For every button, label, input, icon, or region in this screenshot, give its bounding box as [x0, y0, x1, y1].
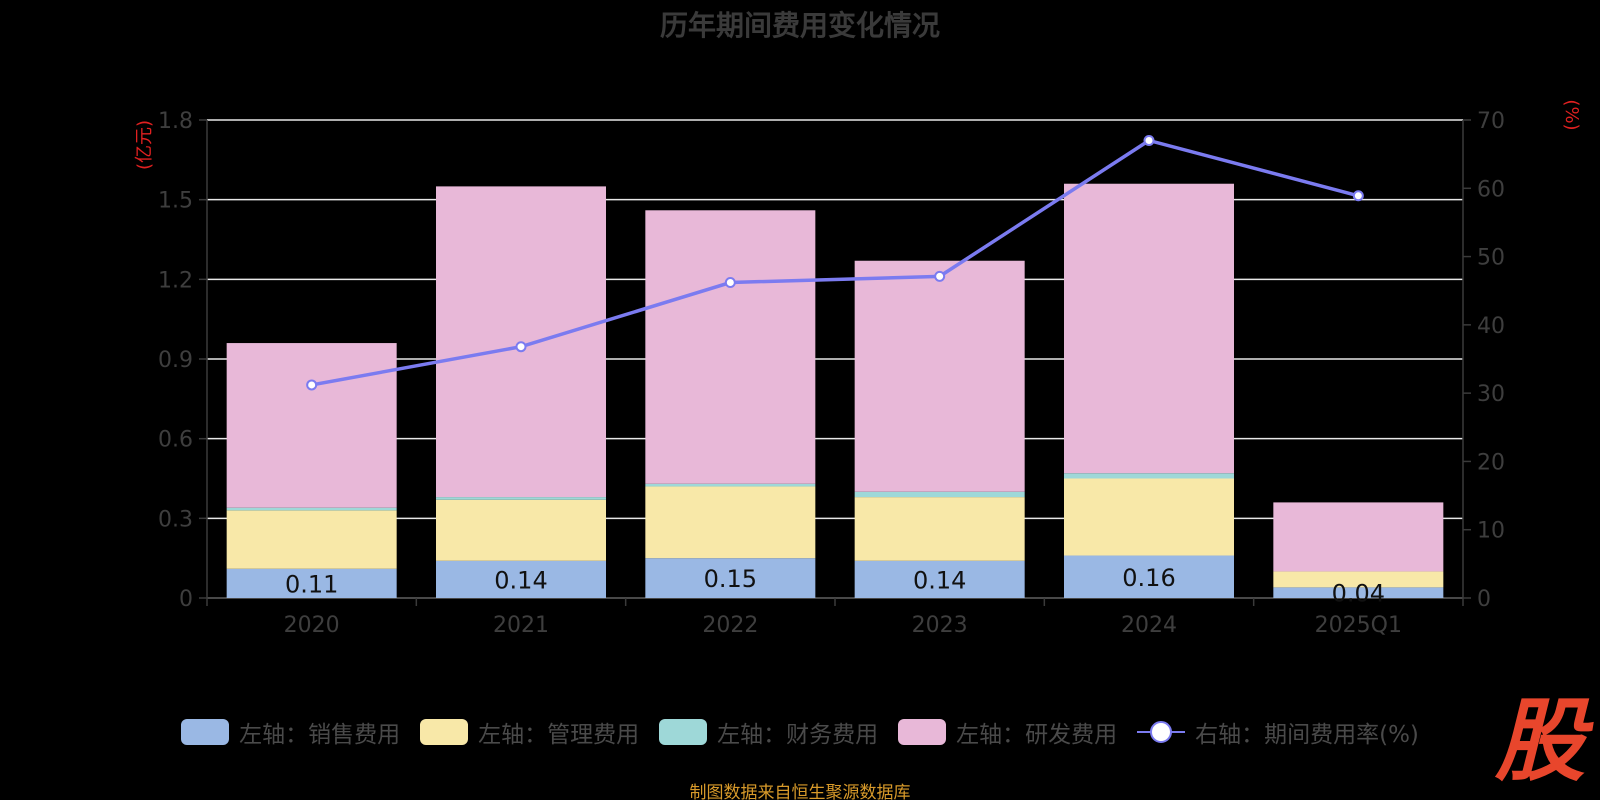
bar-segment	[1064, 473, 1234, 479]
bar-data-label: 0.14	[494, 566, 547, 594]
bar-data-label: 0.16	[1122, 564, 1175, 592]
bar-segment	[645, 210, 816, 484]
right-axis-tick-label: 0	[1477, 587, 1491, 612]
bar-segment	[1273, 587, 1444, 598]
x-axis-tick-label: 2021	[493, 613, 549, 638]
legend-label: 左轴：研发费用	[956, 722, 1118, 748]
legend-swatch	[659, 719, 708, 745]
right-axis-tick-label: 20	[1477, 450, 1505, 475]
line-point	[934, 270, 946, 282]
right-axis-tick-label: 60	[1477, 177, 1505, 202]
bar-segment	[1064, 555, 1234, 598]
right-axis-unit-label: (%)	[1561, 99, 1582, 130]
legend-label: 左轴：管理费用	[478, 722, 640, 748]
left-axis-tick-label: 0.9	[158, 348, 193, 373]
bar-segment	[645, 486, 816, 559]
bar-data-label: 0.14	[913, 566, 966, 594]
x-axis-tick-label: 2022	[702, 613, 758, 638]
left-axis-tick-label: 1.8	[158, 109, 193, 134]
bar-data-label: 0.11	[285, 570, 338, 598]
right-axis-tick-label: 40	[1477, 314, 1505, 339]
bar-data-label: 0.15	[704, 565, 757, 593]
line-point	[515, 341, 527, 353]
bar-segment	[436, 497, 606, 500]
x-axis-tick-label: 2020	[284, 613, 340, 638]
bar-segment	[1273, 571, 1444, 588]
line-point	[306, 379, 318, 391]
bar-segment	[226, 510, 397, 569]
bar-segment	[854, 497, 1025, 561]
bar-segment	[226, 568, 397, 598]
legend-label: 左轴：销售费用	[239, 722, 401, 748]
bar-segment	[645, 483, 816, 487]
legend-swatch	[420, 719, 469, 745]
bar-data-label: 0.04	[1332, 580, 1385, 608]
line-point	[724, 277, 736, 289]
right-axis-tick-label: 30	[1477, 382, 1505, 407]
bar-segment	[854, 491, 1025, 498]
x-axis-tick-label: 2024	[1121, 613, 1177, 638]
legend-item[interactable]: 左轴：财务费用	[659, 715, 878, 749]
left-axis-tick-label: 1.2	[158, 268, 193, 293]
bar-segment	[1064, 183, 1234, 474]
legend-item[interactable]: 左轴：销售费用	[181, 715, 400, 749]
bar-segment	[226, 343, 397, 508]
x-axis-tick-label: 2025Q1	[1315, 613, 1402, 638]
bar-segment	[645, 558, 816, 598]
line-point	[1143, 134, 1155, 146]
left-axis-tick-label: 0	[179, 587, 193, 612]
bar-segment	[436, 499, 606, 561]
legend-line-swatch	[1137, 719, 1186, 745]
legend-label: 右轴：期间费用率(%)	[1195, 722, 1419, 748]
logo: 股	[1495, 689, 1585, 794]
left-axis-tick-label: 0.6	[158, 428, 193, 453]
source-note: 制图数据来自恒生聚源数据库	[689, 783, 911, 800]
bar-segment	[854, 260, 1025, 492]
legend: 左轴：销售费用 左轴：管理费用 左轴：财务费用 左轴：研发费用 右轴：期间费用率(%)	[0, 715, 1600, 749]
legend-swatch	[181, 719, 230, 745]
bar-segment	[854, 560, 1025, 598]
left-axis-tick-label: 0.3	[158, 507, 193, 532]
left-axis-unit-label: (亿元)	[134, 120, 155, 170]
line-series	[311, 138, 1359, 387]
right-axis-tick-label: 50	[1477, 246, 1505, 271]
bar-segment	[436, 560, 606, 598]
right-axis-tick-label: 70	[1477, 109, 1505, 134]
chart-title: 历年期间费用变化情况	[659, 9, 940, 42]
legend-item[interactable]: 右轴：期间费用率(%)	[1137, 715, 1419, 749]
line-point	[1352, 190, 1364, 202]
legend-item[interactable]: 左轴：研发费用	[898, 715, 1117, 749]
legend-swatch	[898, 719, 947, 745]
bar-segment	[1273, 502, 1444, 572]
legend-item[interactable]: 左轴：管理费用	[420, 715, 639, 749]
left-axis-tick-label: 1.5	[158, 189, 193, 214]
bar-segment	[226, 507, 397, 511]
bar-segment	[1064, 478, 1234, 556]
right-axis-tick-label: 10	[1477, 519, 1505, 544]
legend-label: 左轴：财务费用	[717, 722, 879, 748]
x-axis-tick-label: 2023	[912, 613, 968, 638]
